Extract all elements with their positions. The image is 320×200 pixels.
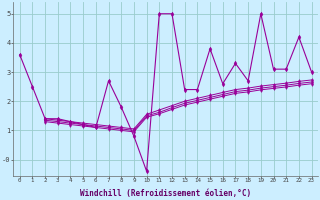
X-axis label: Windchill (Refroidissement éolien,°C): Windchill (Refroidissement éolien,°C)	[80, 189, 251, 198]
